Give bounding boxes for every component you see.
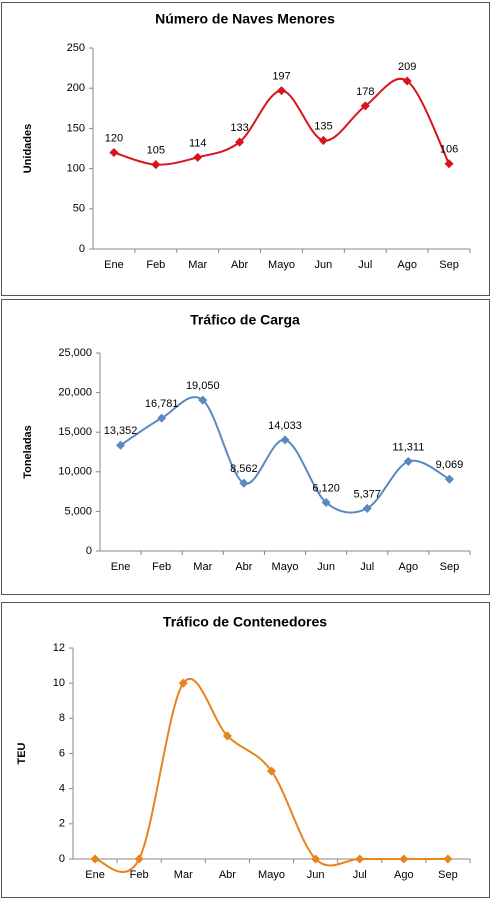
x-tick-label: Abr (219, 869, 236, 881)
y-tick-label: 150 (67, 122, 85, 134)
panel (1, 2, 490, 296)
y-tick-label: 12 (53, 642, 65, 654)
y-tick-label: 5,000 (64, 505, 92, 517)
x-tick-label: Mayo (258, 869, 285, 881)
y-tick-label: 50 (73, 203, 85, 215)
x-tick-label: Sep (439, 259, 459, 271)
data-label: 16,781 (145, 398, 179, 410)
marker (402, 76, 412, 86)
data-label: 19,050 (186, 380, 220, 392)
data-label: 135 (314, 120, 332, 132)
marker (399, 854, 409, 864)
x-tick-label: Mar (193, 561, 212, 573)
x-tick-label: Ago (399, 561, 419, 573)
data-label: 14,033 (268, 420, 302, 432)
y-tick-label: 20,000 (58, 387, 92, 399)
marker (151, 160, 161, 170)
marker (355, 854, 365, 864)
x-tick-label: Ago (397, 259, 417, 271)
y-tick-label: 250 (67, 42, 85, 54)
marker (276, 86, 287, 96)
y-tick-label: 2 (59, 818, 65, 830)
marker (239, 478, 249, 488)
marker (109, 147, 119, 158)
x-tick-label: Abr (235, 561, 252, 573)
y-tick-label: 25,000 (58, 347, 92, 359)
x-tick-label: Feb (130, 869, 149, 881)
data-label: 114 (189, 137, 207, 149)
marker (444, 159, 454, 169)
chart-title: Número de Naves Menores (155, 11, 335, 27)
x-tick-label: Mayo (272, 561, 299, 573)
marker (266, 766, 277, 776)
y-axis-label: Unidades (22, 124, 34, 174)
chart-title: Tráfico de Contenedores (163, 614, 327, 630)
marker (198, 395, 208, 405)
marker (311, 854, 321, 864)
x-tick-label: Jun (315, 259, 333, 271)
y-axis-label: TEU (16, 742, 28, 764)
y-tick-label: 0 (59, 853, 65, 865)
x-tick-label: Jun (307, 869, 325, 881)
marker (116, 440, 126, 450)
data-label: 8,562 (230, 463, 258, 475)
x-tick-label: Ago (394, 869, 414, 881)
data-label: 209 (398, 61, 416, 73)
x-tick-label: Mar (174, 869, 193, 881)
y-tick-label: 6 (59, 747, 65, 759)
x-tick-label: Feb (146, 259, 165, 271)
x-tick-label: Ene (104, 259, 124, 271)
x-tick-label: Jul (353, 869, 367, 881)
marker (318, 135, 328, 145)
data-label: 133 (230, 122, 248, 134)
y-tick-label: 4 (59, 783, 65, 795)
x-tick-label: Ene (111, 561, 131, 573)
y-tick-label: 10,000 (58, 466, 92, 478)
data-label: 9,069 (436, 459, 464, 471)
data-label: 11,311 (392, 441, 424, 453)
y-tick-label: 15,000 (58, 426, 92, 438)
marker (157, 413, 167, 423)
data-label: 5,377 (353, 488, 381, 500)
x-tick-label: Ene (85, 869, 105, 881)
x-tick-label: Sep (438, 869, 458, 881)
x-tick-label: Jul (358, 259, 372, 271)
data-label: 178 (356, 86, 374, 98)
data-label: 6,120 (312, 482, 340, 494)
y-tick-label: 8 (59, 712, 65, 724)
y-axis-label: Toneladas (22, 425, 34, 479)
x-tick-label: Jul (360, 561, 374, 573)
y-tick-label: 200 (67, 82, 85, 94)
marker (235, 137, 245, 147)
x-tick-label: Jun (317, 561, 335, 573)
data-label: 197 (272, 71, 290, 83)
line (94, 678, 448, 874)
data-label: 105 (147, 144, 165, 156)
x-tick-label: Abr (231, 259, 248, 271)
marker (443, 854, 453, 864)
data-label: 13,352 (104, 425, 138, 437)
marker (134, 854, 144, 864)
y-tick-label: 10 (53, 677, 65, 689)
data-label: 120 (105, 132, 123, 144)
data-label: 106 (440, 144, 458, 156)
x-tick-label: Mayo (268, 259, 295, 271)
y-tick-label: 0 (86, 545, 92, 557)
x-tick-label: Sep (440, 561, 460, 573)
x-tick-label: Feb (152, 561, 171, 573)
marker (360, 101, 370, 111)
x-tick-label: Mar (188, 259, 207, 271)
y-tick-label: 100 (67, 163, 85, 175)
y-tick-label: 0 (79, 243, 85, 255)
chart-title: Tráfico de Carga (190, 312, 300, 328)
panel (1, 299, 490, 595)
